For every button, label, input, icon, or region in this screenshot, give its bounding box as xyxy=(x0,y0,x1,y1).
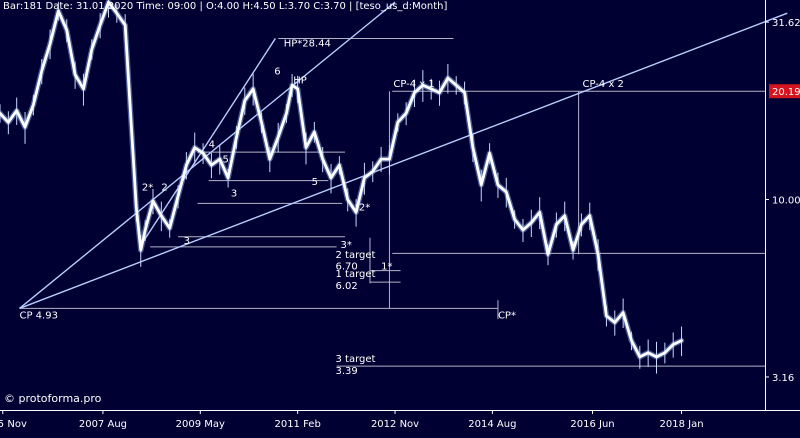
current-price-label: 20.19 xyxy=(772,87,800,98)
x-tick-label-2: 2009 May xyxy=(176,419,225,430)
y-axis: 31.62 10.00 3.16 20.19 xyxy=(765,18,800,384)
price-line xyxy=(0,0,683,359)
annotation-18: 6.02 xyxy=(335,281,357,292)
x-tick-label-5: 2014 Aug xyxy=(468,419,516,430)
annotation-5: 4 xyxy=(209,140,215,151)
annotation-1: HP xyxy=(293,76,307,87)
x-tick-label-1: 2007 Aug xyxy=(79,419,127,430)
x-tick-label-7: 2018 Jan xyxy=(660,419,704,430)
trendline-1 xyxy=(19,1,396,309)
y-tick-label-1: 10.00 xyxy=(772,195,800,206)
trendline-2 xyxy=(141,38,276,245)
annotation-13: 3* xyxy=(340,240,351,251)
x-axis: 2005 Nov 2007 Aug 2009 May 2011 Feb 2012 Nov… xyxy=(0,410,704,430)
annotation-20: CP* xyxy=(498,310,516,321)
annotation-16: 1* xyxy=(381,261,392,272)
x-tick-label-0: 2005 Nov xyxy=(0,419,27,430)
annotation-7: 5 xyxy=(312,177,318,188)
annotation-15: 6.70 xyxy=(335,261,357,272)
annotation-14: 2 target xyxy=(335,250,375,261)
annotation-9: 2 xyxy=(161,182,167,193)
annotation-22: 3.39 xyxy=(335,366,357,377)
x-tick-label-4: 2012 Nov xyxy=(371,419,419,430)
annotation-4: 6 xyxy=(274,67,280,78)
annotation-12: 2* xyxy=(359,203,370,214)
watermark-text: © protoforma.pro xyxy=(4,392,102,405)
annotation-2: CP-4 x 1 xyxy=(393,79,434,90)
annotation-21: 3 target xyxy=(335,354,375,365)
bar-info-text: Bar:181 Date: 31.01.2020 Time: 09:00 | O… xyxy=(3,1,447,12)
level-lines xyxy=(19,37,765,367)
trendline-0 xyxy=(19,12,788,310)
annotation-11: 3 xyxy=(184,236,190,247)
annotation-0: HP*28.44 xyxy=(284,38,331,49)
annotation-17: 1 target xyxy=(335,269,375,280)
price-series xyxy=(0,0,685,374)
annotation-3: CP-4 x 2 xyxy=(583,79,624,90)
y-tick-label-2: 3.16 xyxy=(772,373,794,384)
x-tick-label-3: 2011 Feb xyxy=(274,419,320,430)
x-tick-label-6: 2016 Jun xyxy=(570,419,614,430)
annotation-6: 5 xyxy=(223,155,229,166)
annotation-19: CP 4.93 xyxy=(19,310,57,321)
annotation-8: 2* xyxy=(142,182,153,193)
y-tick-label-0: 31.62 xyxy=(772,18,800,29)
trend-lines xyxy=(19,1,788,310)
annotation-10: 3 xyxy=(231,188,237,199)
current-price-badge xyxy=(769,84,800,99)
